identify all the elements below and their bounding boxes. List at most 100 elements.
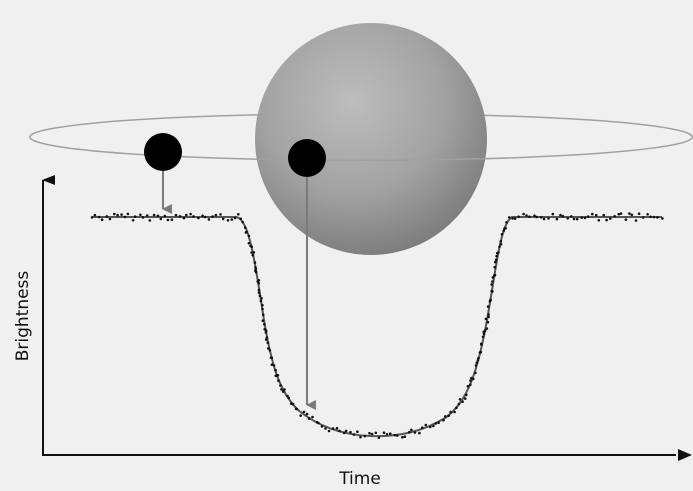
observation-point xyxy=(320,425,324,428)
observation-point xyxy=(241,220,244,224)
observation-point xyxy=(139,213,142,217)
observation-point xyxy=(628,212,631,215)
observation-point xyxy=(279,384,282,387)
observation-point xyxy=(185,213,188,217)
observation-point xyxy=(261,319,265,323)
observation-point xyxy=(586,215,590,218)
observation-point xyxy=(159,217,163,221)
observation-point xyxy=(211,215,214,218)
observation-point xyxy=(403,435,407,439)
observation-point xyxy=(261,307,264,311)
observation-point xyxy=(170,218,174,221)
observation-point xyxy=(413,431,417,434)
observation-point xyxy=(535,215,538,219)
observation-point xyxy=(449,410,452,414)
observation-point xyxy=(335,426,339,430)
observation-point xyxy=(652,215,656,219)
observation-point xyxy=(641,216,645,219)
observation-point xyxy=(539,216,543,219)
observation-point xyxy=(502,229,506,233)
observation-point xyxy=(265,336,269,339)
observation-point xyxy=(489,299,492,302)
observation-point xyxy=(270,363,274,367)
observation-point xyxy=(374,431,378,435)
observation-point xyxy=(570,215,573,218)
observation-point xyxy=(487,315,490,319)
observation-point xyxy=(295,407,299,411)
observation-point xyxy=(283,388,286,391)
observation-point xyxy=(494,258,498,262)
observation-point xyxy=(207,218,211,221)
observation-point xyxy=(594,213,598,217)
observation-point xyxy=(613,215,616,218)
observation-point xyxy=(307,417,311,420)
observation-point xyxy=(522,212,525,216)
observation-point xyxy=(420,426,424,430)
observation-point xyxy=(133,215,137,218)
observation-point xyxy=(257,279,261,282)
observation-point xyxy=(637,212,641,215)
observation-point xyxy=(458,398,462,401)
observation-point xyxy=(624,218,628,221)
observation-point xyxy=(131,219,135,222)
observation-point xyxy=(338,429,341,433)
observation-point xyxy=(163,214,167,218)
observation-point xyxy=(617,212,621,216)
observation-point xyxy=(250,251,253,254)
light-curve-observations xyxy=(90,212,664,440)
observation-point xyxy=(257,282,261,285)
observation-point xyxy=(602,213,605,217)
observation-point xyxy=(410,428,413,432)
observation-point xyxy=(317,421,320,425)
observation-point xyxy=(349,430,352,434)
observation-point xyxy=(499,239,503,243)
observation-point xyxy=(389,432,392,436)
observation-point xyxy=(274,374,278,378)
observation-point xyxy=(475,361,479,365)
observation-point xyxy=(370,432,374,436)
observation-point xyxy=(126,212,130,216)
observation-point xyxy=(252,251,256,254)
observation-point xyxy=(281,390,285,393)
observation-point xyxy=(239,217,242,221)
observation-point xyxy=(276,374,280,377)
observation-point xyxy=(661,217,664,220)
observation-point xyxy=(513,217,517,220)
observation-point xyxy=(408,430,411,434)
planet-in-transit-icon xyxy=(288,139,326,177)
observation-point xyxy=(479,350,483,354)
observation-point xyxy=(457,402,461,406)
observation-point xyxy=(476,359,480,362)
observation-point xyxy=(533,214,536,217)
star-sphere xyxy=(255,23,487,255)
observation-point xyxy=(401,436,404,439)
observation-point xyxy=(327,429,331,433)
observation-point xyxy=(280,388,283,391)
observation-point xyxy=(368,431,371,435)
observation-point xyxy=(484,317,488,321)
observation-point xyxy=(634,219,638,222)
observation-point xyxy=(197,216,200,220)
observation-point xyxy=(93,213,97,217)
observation-point xyxy=(490,283,493,286)
observation-point xyxy=(352,433,356,436)
observation-point xyxy=(257,288,261,292)
observation-point xyxy=(382,431,386,435)
observation-point xyxy=(447,414,451,418)
observation-point xyxy=(214,213,218,217)
observation-point xyxy=(500,233,504,236)
observation-point xyxy=(268,349,272,352)
observation-point xyxy=(152,213,156,217)
observation-point xyxy=(277,379,280,383)
observation-point xyxy=(444,415,447,418)
observation-point xyxy=(253,261,257,264)
observation-point xyxy=(260,297,263,300)
observation-point xyxy=(263,322,266,326)
observation-point xyxy=(525,214,528,217)
observation-point xyxy=(566,217,569,220)
observation-point xyxy=(258,294,262,298)
observation-point xyxy=(505,221,508,224)
observation-point xyxy=(344,429,348,433)
